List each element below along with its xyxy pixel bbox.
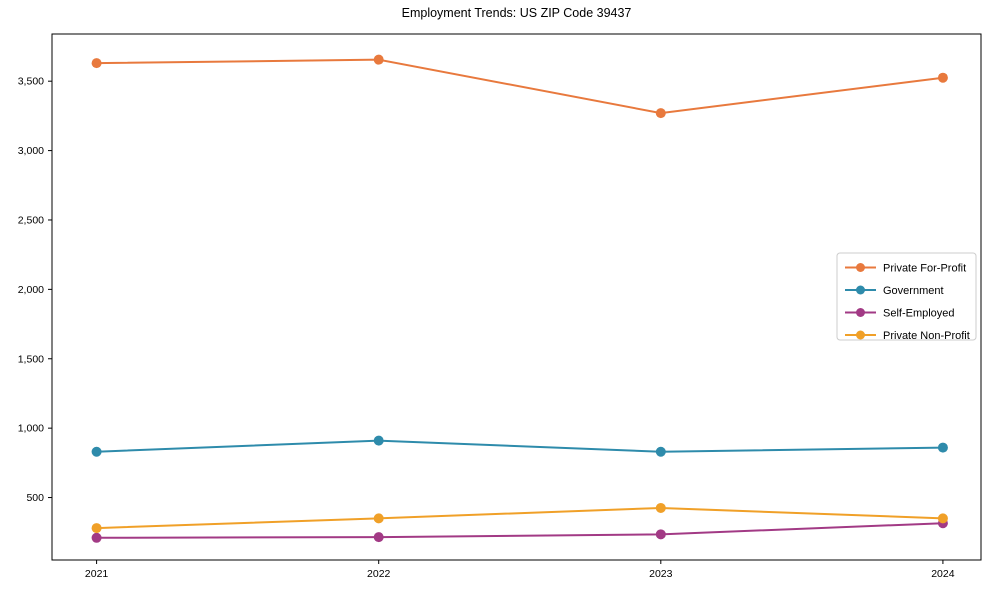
data-point-private-for-profit bbox=[373, 54, 384, 65]
legend-label-government: Government bbox=[883, 285, 944, 297]
series-line-self-employed bbox=[95, 522, 944, 539]
plot-border bbox=[51, 33, 982, 561]
data-point-private-non-profit bbox=[373, 513, 384, 524]
data-point-government bbox=[655, 446, 666, 457]
y-tick-label: 3,000 bbox=[18, 145, 44, 157]
series-line-private-non-profit bbox=[95, 506, 944, 530]
y-tick-label: 1,000 bbox=[18, 423, 44, 435]
x-tick-label: 2021 bbox=[85, 568, 109, 580]
data-point-government bbox=[937, 442, 948, 453]
data-point-self-employed bbox=[373, 532, 384, 543]
data-point-private-non-profit bbox=[655, 502, 666, 513]
legend-marker-dot-private-non-profit bbox=[856, 330, 865, 340]
y-tick-label: 3,500 bbox=[18, 76, 44, 88]
data-point-private-for-profit bbox=[91, 58, 102, 69]
data-point-private-for-profit bbox=[937, 72, 948, 83]
x-tick-label: 2024 bbox=[931, 568, 955, 580]
legend-marker-dot-self-employed bbox=[856, 308, 865, 317]
data-point-private-for-profit bbox=[655, 108, 666, 119]
x-tick-label: 2022 bbox=[367, 568, 391, 580]
data-point-self-employed bbox=[91, 532, 102, 543]
y-tick-label: 500 bbox=[26, 492, 44, 504]
data-point-government bbox=[373, 435, 384, 446]
y-tick-label: 2,500 bbox=[18, 214, 44, 226]
legend-label-self-employed: Self-Employed bbox=[883, 308, 955, 320]
legend-marker-dot-government bbox=[856, 285, 865, 295]
y-tick-label: 2,000 bbox=[18, 284, 44, 296]
legend-label-private-for-profit: Private For-Profit bbox=[883, 263, 966, 275]
y-tick-label: 1,500 bbox=[18, 353, 44, 365]
legend-marker-dot-private-for-profit bbox=[856, 263, 865, 272]
x-tick-label: 2023 bbox=[649, 568, 673, 580]
data-point-private-non-profit bbox=[91, 523, 102, 534]
series-line-private-for-profit bbox=[95, 58, 944, 115]
data-point-private-non-profit bbox=[937, 513, 948, 524]
data-point-government bbox=[91, 446, 102, 457]
series-line-government bbox=[95, 439, 944, 453]
data-point-self-employed bbox=[655, 529, 666, 540]
legend-label-private-non-profit: Private Non-Profit bbox=[883, 330, 970, 342]
chart-title: Employment Trends: US ZIP Code 39437 bbox=[401, 6, 632, 20]
legend-box bbox=[836, 252, 977, 341]
